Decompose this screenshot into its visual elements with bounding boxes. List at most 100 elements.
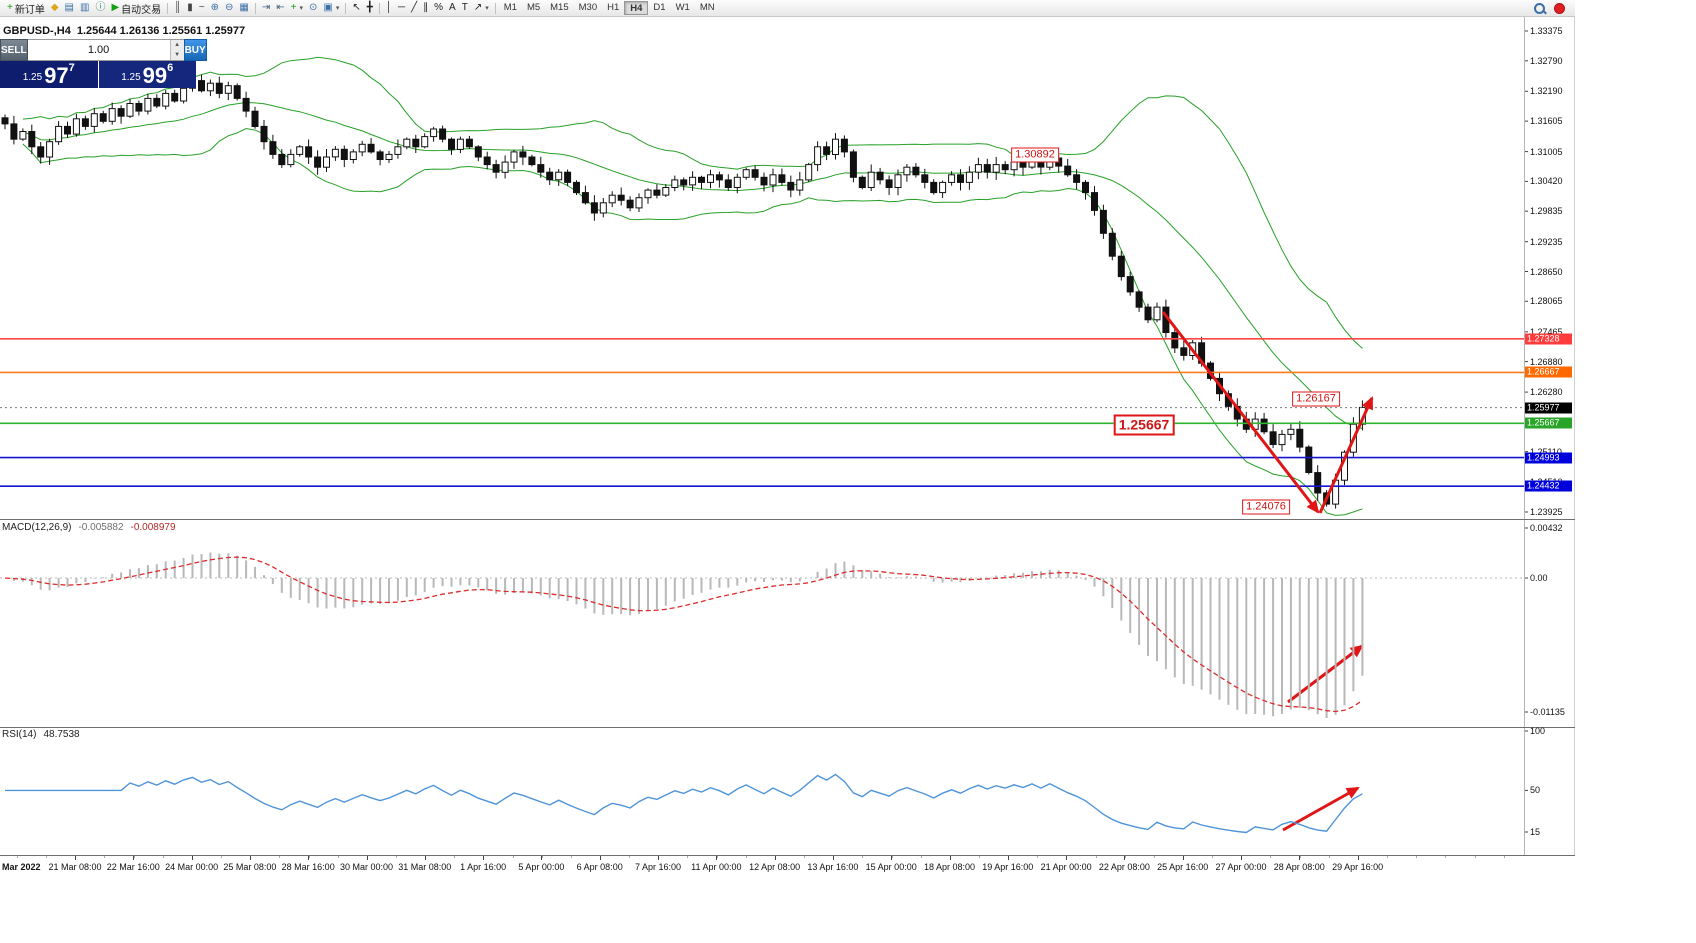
timeframe-m5-button[interactable]: M5 xyxy=(526,2,541,13)
time-axis-label: 11 Apr 00:00 xyxy=(691,862,742,872)
buy-button[interactable]: BUY xyxy=(183,39,207,61)
horizontal-line-button[interactable]: ─ xyxy=(395,1,408,16)
search-icon[interactable] xyxy=(1533,2,1546,15)
price-level-box: 1.26667 xyxy=(1525,366,1572,378)
price-level-box: 1.24432 xyxy=(1525,480,1572,492)
candle-body xyxy=(501,161,509,173)
price-callout[interactable]: 1.26167 xyxy=(1292,391,1340,407)
buy-price-display[interactable]: 1.25 99 6 xyxy=(98,61,196,88)
vertical-line-icon: │ xyxy=(385,2,393,13)
candle-body xyxy=(635,197,643,209)
candle-body xyxy=(135,103,143,112)
time-minor-tick xyxy=(454,856,456,858)
time-axis-label: 7 Apr 16:00 xyxy=(634,862,682,872)
candle-body xyxy=(787,181,795,191)
crosshair-button[interactable]: ╋ xyxy=(364,1,376,16)
candle-body xyxy=(974,164,982,173)
candle-body xyxy=(930,181,938,194)
candle-body xyxy=(1108,232,1116,257)
text-button[interactable]: A xyxy=(446,1,459,16)
volume-input[interactable] xyxy=(27,40,170,60)
vertical-line-button[interactable]: │ xyxy=(383,1,395,16)
candle-body xyxy=(1171,332,1179,349)
zoom-in-button[interactable]: ⊕ xyxy=(208,1,222,16)
timeframe-m30-button[interactable]: M30 xyxy=(578,2,598,13)
data-window-button[interactable]: ▥ xyxy=(77,1,92,16)
candle-body xyxy=(707,174,714,183)
fibonacci-button[interactable]: % xyxy=(431,1,446,16)
notification-icon[interactable] xyxy=(1554,2,1565,14)
templates-button[interactable]: ▣ ▾ xyxy=(320,1,342,16)
timeframe-d1-button[interactable]: D1 xyxy=(653,2,666,13)
candle-body xyxy=(1305,446,1313,474)
new-order-label: 新订单 xyxy=(14,4,45,16)
candles-mode-button[interactable]: ▮ xyxy=(184,1,196,16)
text-label-button[interactable]: T xyxy=(459,1,471,16)
sell-price-prefix: 1.25 xyxy=(22,72,43,83)
volume-down-icon[interactable]: ▼ xyxy=(170,50,184,60)
candle-body xyxy=(46,141,54,158)
candle-body xyxy=(814,146,822,166)
candle-body xyxy=(1126,276,1134,293)
time-axis-label: 21 Mar 08:00 xyxy=(48,862,102,872)
auto-trading-button[interactable]: ▶ 自动交易 xyxy=(108,1,164,16)
line-mode-button[interactable]: ~ xyxy=(196,1,208,16)
time-tick-mark xyxy=(133,856,135,860)
trend-arrow[interactable] xyxy=(1282,786,1360,832)
chart-shift-button[interactable]: ⇤ xyxy=(273,1,287,16)
candle-body xyxy=(28,131,36,148)
market-watch-button[interactable]: ▤ xyxy=(62,1,77,16)
panel-separator-rsi[interactable] xyxy=(0,727,1575,728)
bars-mode-button[interactable]: ║ xyxy=(171,1,184,16)
candle-body xyxy=(269,141,277,155)
volume-up-icon[interactable]: ▲ xyxy=(170,40,184,50)
price-callout[interactable]: 1.25667 xyxy=(1113,414,1175,436)
timeframe-h1-button[interactable]: H1 xyxy=(607,2,620,13)
candle-body xyxy=(385,153,393,160)
candle-body xyxy=(733,176,741,189)
price-axis-label: 1.28065 xyxy=(1530,296,1563,307)
candle-body xyxy=(1144,306,1152,321)
timeframe-m1-button[interactable]: M1 xyxy=(503,2,517,13)
trend-arrow[interactable] xyxy=(1161,311,1320,514)
trendline-button[interactable]: ╱ xyxy=(408,1,420,16)
candle-body xyxy=(19,131,27,140)
candle-body xyxy=(948,174,956,183)
sell-button[interactable]: SELL xyxy=(0,39,28,61)
time-minor-tick xyxy=(1474,856,1476,858)
equidistant-channel-button[interactable]: ∥ xyxy=(420,1,431,16)
time-minor-tick xyxy=(1503,856,1505,858)
candle-body xyxy=(251,110,259,127)
charts-button[interactable]: ◆ xyxy=(48,1,62,16)
timeframe-h4-button[interactable]: H4 xyxy=(624,1,649,15)
sell-price-display[interactable]: 1.25 97 7 xyxy=(0,61,98,88)
zoom-out-button[interactable]: ⊖ xyxy=(222,1,236,16)
time-axis-label: 24 Mar 00:00 xyxy=(165,862,219,872)
zoom-in-icon: ⊕ xyxy=(210,2,219,13)
trend-arrow[interactable] xyxy=(1318,396,1374,514)
time-minor-tick xyxy=(920,856,922,858)
panel-separator-macd[interactable] xyxy=(0,519,1575,520)
timeframe-m15-button[interactable]: M15 xyxy=(550,2,569,13)
arrows-objects-icon: ↗ xyxy=(473,2,483,13)
info-button[interactable]: ⓘ xyxy=(92,1,108,16)
candle-body xyxy=(965,171,973,183)
add-indicator-button[interactable]: + ▾ xyxy=(288,1,306,16)
periods-button[interactable]: ⊙ xyxy=(306,1,320,16)
tile-windows-button[interactable]: ▦ xyxy=(236,1,251,16)
arrows-objects-button[interactable]: ↗ ▾ xyxy=(471,1,492,16)
price-callout[interactable]: 1.30892 xyxy=(1011,147,1059,163)
time-axis[interactable]: Mar 2022 21 Mar 08:00 22 Mar 16:00 24 Mar 0… xyxy=(0,855,1575,876)
horizontal-line-icon: ─ xyxy=(398,2,406,13)
price-callout[interactable]: 1.24076 xyxy=(1242,499,1290,515)
cursor-button[interactable]: ↖ xyxy=(349,1,363,16)
time-tick-mark xyxy=(308,856,310,860)
candle-body xyxy=(858,176,866,189)
new-order-button[interactable]: + 新订单 xyxy=(4,1,48,16)
timeframe-mn-button[interactable]: MN xyxy=(699,2,715,13)
time-axis-label: 13 Apr 16:00 xyxy=(807,862,859,872)
auto-scroll-button[interactable]: ⇥ xyxy=(259,1,273,16)
candle-body xyxy=(233,85,241,99)
candle-body xyxy=(528,156,536,166)
timeframe-w1-button[interactable]: W1 xyxy=(675,2,690,13)
